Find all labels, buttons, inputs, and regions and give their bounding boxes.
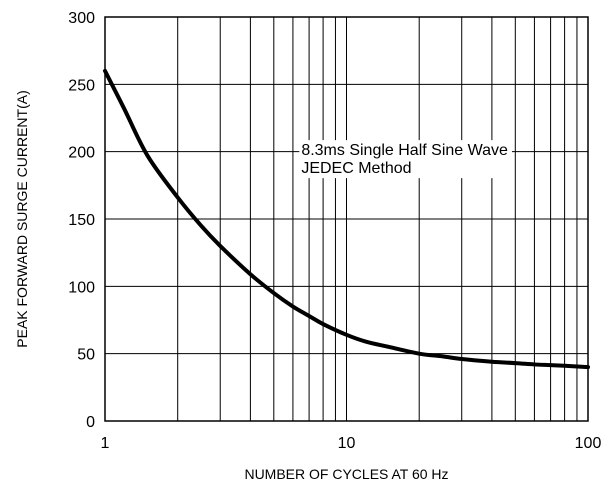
y-tick-label: 100 (68, 279, 95, 296)
annotation-line-2: JEDEC Method (301, 160, 411, 177)
x-tick-label: 1 (101, 435, 110, 452)
y-tick-label: 150 (68, 212, 95, 229)
annotation: 8.3ms Single Half Sine Wave JEDEC Method (299, 140, 512, 179)
y-tick-label: 50 (77, 347, 95, 364)
x-tick-label: 100 (575, 435, 602, 452)
series-layer (103, 68, 590, 370)
plot-frame (104, 16, 589, 422)
tick-labels: 0 50 100 150 200 250 300 1 10 100 (68, 10, 601, 452)
x-axis-label: NUMBER OF CYCLES AT 60 Hz (244, 466, 448, 482)
annotation-background (299, 140, 512, 179)
grid-lines (105, 17, 588, 421)
y-tick-label: 300 (68, 10, 95, 27)
x-tick-label: 10 (338, 435, 356, 452)
annotation-line-1: 8.3ms Single Half Sine Wave (301, 142, 508, 159)
series-line-1 (103, 68, 590, 370)
y-tick-label: 0 (86, 414, 95, 431)
y-axis-label: PEAK FORWARD SURGE CURRENT(A) (14, 90, 30, 347)
y-tick-label: 250 (68, 77, 95, 94)
y-tick-label: 200 (68, 145, 95, 162)
